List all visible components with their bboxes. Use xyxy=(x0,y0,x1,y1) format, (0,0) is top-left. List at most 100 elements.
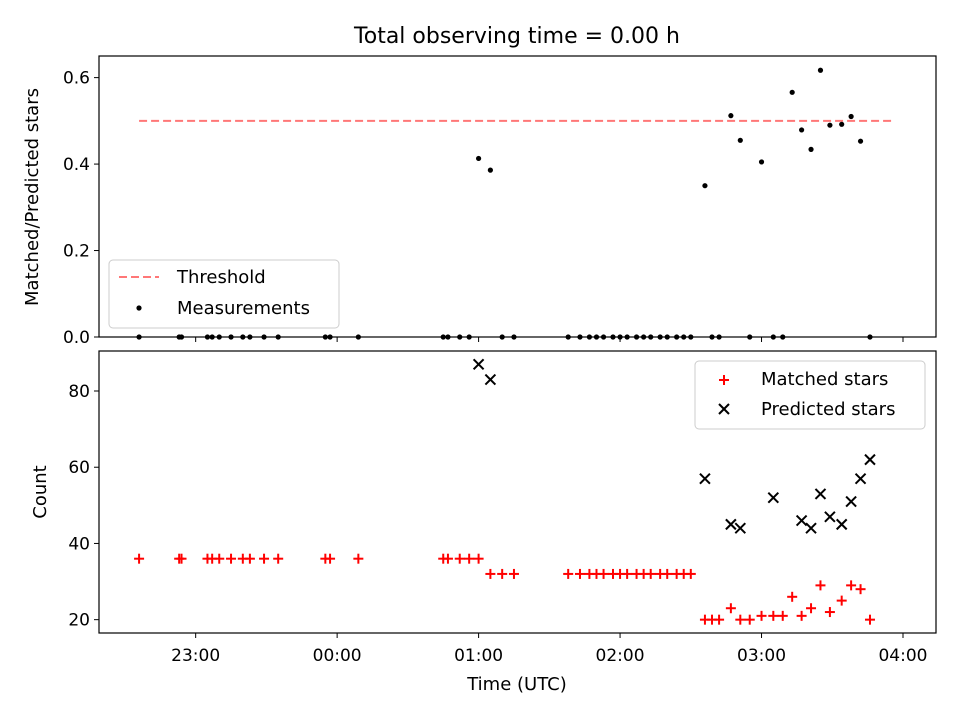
matched-point xyxy=(756,610,767,621)
matched-point xyxy=(846,580,857,591)
matched-point xyxy=(796,610,807,621)
matched-point xyxy=(563,568,574,579)
matched-point xyxy=(497,568,508,579)
predicted-point xyxy=(472,358,485,371)
matched-point xyxy=(214,553,225,564)
matched-point xyxy=(134,553,145,564)
legend-predicted-swatch xyxy=(718,403,730,415)
predicted-point xyxy=(824,511,836,523)
top-x-ticks xyxy=(195,337,904,342)
matched-point xyxy=(768,610,779,621)
matched-point xyxy=(735,614,746,625)
predicted-point xyxy=(854,472,867,485)
matched-point xyxy=(598,568,609,579)
bottom-y-tick-label: 60 xyxy=(68,458,90,478)
top-y-tick-label: 0.6 xyxy=(63,69,90,89)
top-legend-box xyxy=(108,259,340,329)
bottom-x-ticks: 23:00 00:00 01:00 02:00 03:00 04:00 xyxy=(171,633,927,666)
legend-predicted-label: Predicted stars xyxy=(761,399,895,420)
matched-point xyxy=(864,614,875,625)
matched-point xyxy=(787,591,798,602)
matched-point xyxy=(259,553,270,564)
measurement-point xyxy=(848,113,854,120)
top-axes-frame xyxy=(98,55,937,338)
measurement-point xyxy=(799,127,805,133)
matched-point xyxy=(473,553,484,564)
matched-point xyxy=(226,553,237,564)
figure-title: Total observing time = 0.00 h xyxy=(353,24,680,49)
matched-point xyxy=(815,580,826,591)
matched-point xyxy=(325,553,336,564)
measurement-point xyxy=(839,121,845,127)
measurement-point xyxy=(475,155,482,162)
matched-point xyxy=(725,603,736,614)
predicted-point xyxy=(484,373,497,386)
x-axis-label: Time (UTC) xyxy=(466,674,567,695)
measurement-point xyxy=(789,89,795,95)
top-panel: 0.0 0.2 0.4 0.6 Matched/Predicted stars Thr… xyxy=(22,55,937,348)
matched-point xyxy=(273,553,284,564)
measurement-point xyxy=(487,167,493,173)
matched-point xyxy=(485,568,496,579)
x-tick-label: 01:00 xyxy=(454,646,503,666)
matched-point xyxy=(508,568,519,579)
matched-point xyxy=(176,553,187,564)
legend-threshold-label: Threshold xyxy=(176,267,266,288)
bottom-axes-frame xyxy=(98,350,937,634)
measurement-point xyxy=(817,67,824,73)
measurement-point xyxy=(737,137,743,143)
predicted-point xyxy=(725,518,737,531)
x-tick-label: 23:00 xyxy=(171,646,220,666)
bottom-y-tick-label: 20 xyxy=(68,611,90,631)
x-tick-label: 04:00 xyxy=(878,646,927,666)
top-y-axis-label: Matched/Predicted stars xyxy=(22,88,43,306)
top-y-tick-label: 0.4 xyxy=(63,155,90,175)
matched-point xyxy=(685,568,696,579)
x-tick-label: 03:00 xyxy=(737,646,786,666)
top-y-tick-label: 0.0 xyxy=(63,328,90,348)
bottom-legend-box xyxy=(694,360,926,430)
measurement-point xyxy=(857,138,864,144)
matched-point xyxy=(244,553,255,564)
legend-measurements-swatch xyxy=(136,305,142,311)
predicted-point xyxy=(699,472,711,485)
x-tick-label: 00:00 xyxy=(313,646,362,666)
bottom-legend: Matched stars Predicted stars xyxy=(694,360,926,430)
matched-point xyxy=(645,568,656,579)
predicted-point xyxy=(864,453,876,466)
measurement-point xyxy=(702,183,708,189)
measurement-point xyxy=(827,122,833,128)
matched-point xyxy=(806,603,817,614)
matched-point xyxy=(442,553,453,564)
bottom-y-axis-label: Count xyxy=(30,465,51,518)
matched-point xyxy=(662,568,673,579)
predicted-point xyxy=(845,495,857,508)
predicted-point xyxy=(734,522,747,534)
bottom-y-ticks: 20 40 60 80 xyxy=(68,382,99,631)
legend-matched-swatch xyxy=(719,375,729,385)
matched-point xyxy=(574,568,585,579)
bottom-plot-area xyxy=(134,358,876,625)
matched-point xyxy=(353,553,364,564)
top-legend: Threshold Measurements xyxy=(108,259,340,329)
matched-point xyxy=(714,614,725,625)
predicted-point xyxy=(795,514,808,527)
matched-point xyxy=(622,568,633,579)
matched-point xyxy=(744,614,755,625)
matched-point xyxy=(836,595,847,606)
predicted-point xyxy=(805,522,817,534)
top-y-tick-label: 0.2 xyxy=(63,242,90,262)
predicted-point xyxy=(767,492,780,504)
predicted-point xyxy=(835,518,848,531)
matched-point xyxy=(777,610,788,621)
measurement-point xyxy=(808,146,814,152)
matched-point xyxy=(824,607,835,618)
predicted-point xyxy=(814,488,827,500)
bottom-y-tick-label: 80 xyxy=(68,382,90,402)
matched-point xyxy=(464,553,475,564)
matched-point xyxy=(454,553,465,564)
measurement-point xyxy=(758,159,765,165)
